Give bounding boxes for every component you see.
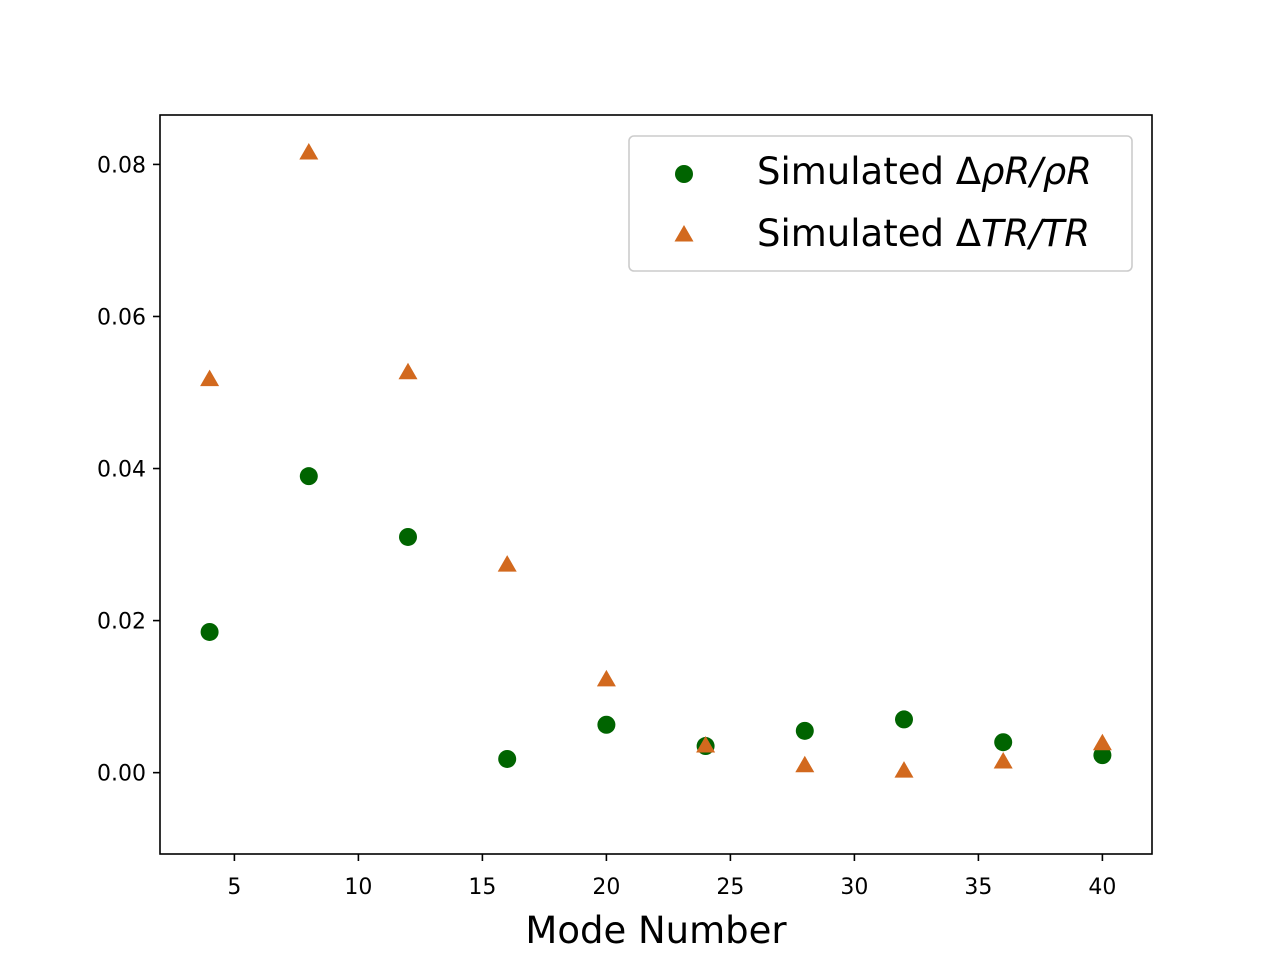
legend: Simulated ΔρR/ρR Simulated ΔTR/TR (628, 135, 1133, 272)
y-tick-label: 0.02 (97, 610, 146, 635)
point-tr (1092, 733, 1112, 751)
legend-label-tr-math: TR/TR (981, 212, 1090, 255)
y-tick-label: 0.06 (97, 305, 146, 330)
point-tr (200, 369, 220, 387)
point-tr (696, 736, 716, 753)
legend-label-rho-prefix: Simulated Δ (757, 150, 981, 193)
x-tick-label: 35 (964, 875, 992, 900)
x-tick-label: 20 (592, 875, 620, 900)
point-rho (1093, 746, 1112, 765)
point-rho (498, 749, 517, 768)
y-tick-label: 0.04 (97, 458, 146, 483)
point-tr (398, 362, 418, 380)
data-markers (200, 143, 1112, 778)
x-axis-ticks: 5 10 15 20 25 30 35 40 (227, 854, 1116, 900)
x-tick-label: 25 (716, 875, 744, 900)
plot-frame (159, 114, 1153, 855)
point-tr (894, 761, 914, 778)
point-tr (596, 669, 616, 687)
point-rho (200, 622, 219, 641)
legend-label-tr: Simulated ΔTR/TR (757, 212, 1090, 255)
point-rho (795, 721, 814, 740)
point-rho (299, 467, 318, 486)
x-tick-label: 40 (1088, 875, 1116, 900)
point-tr (993, 752, 1013, 769)
point-tr (299, 143, 319, 160)
x-tick-label: 15 (468, 875, 496, 900)
x-tick-label: 30 (840, 875, 868, 900)
x-axis-label: Mode Number (525, 909, 787, 952)
point-rho (994, 733, 1013, 752)
x-tick-label: 5 (227, 875, 241, 900)
x-tick-label: 10 (344, 875, 372, 900)
legend-label-rho: Simulated ΔρR/ρR (757, 150, 1092, 193)
point-tr (795, 755, 815, 773)
legend-label-tr-prefix: Simulated Δ (757, 212, 981, 255)
point-tr (497, 555, 517, 572)
y-tick-label: 0.00 (97, 762, 146, 787)
y-axis-ticks: 0.00 0.02 0.04 0.06 0.08 (97, 153, 160, 787)
point-rho (399, 527, 417, 546)
point-rho (895, 710, 913, 729)
legend-marker-rho (675, 165, 693, 183)
legend-box (628, 135, 1133, 272)
y-tick-label: 0.08 (97, 153, 146, 178)
legend-label-rho-math: ρR/ρR (981, 150, 1092, 193)
legend-marker-tr (674, 225, 694, 242)
point-rho (597, 715, 616, 734)
